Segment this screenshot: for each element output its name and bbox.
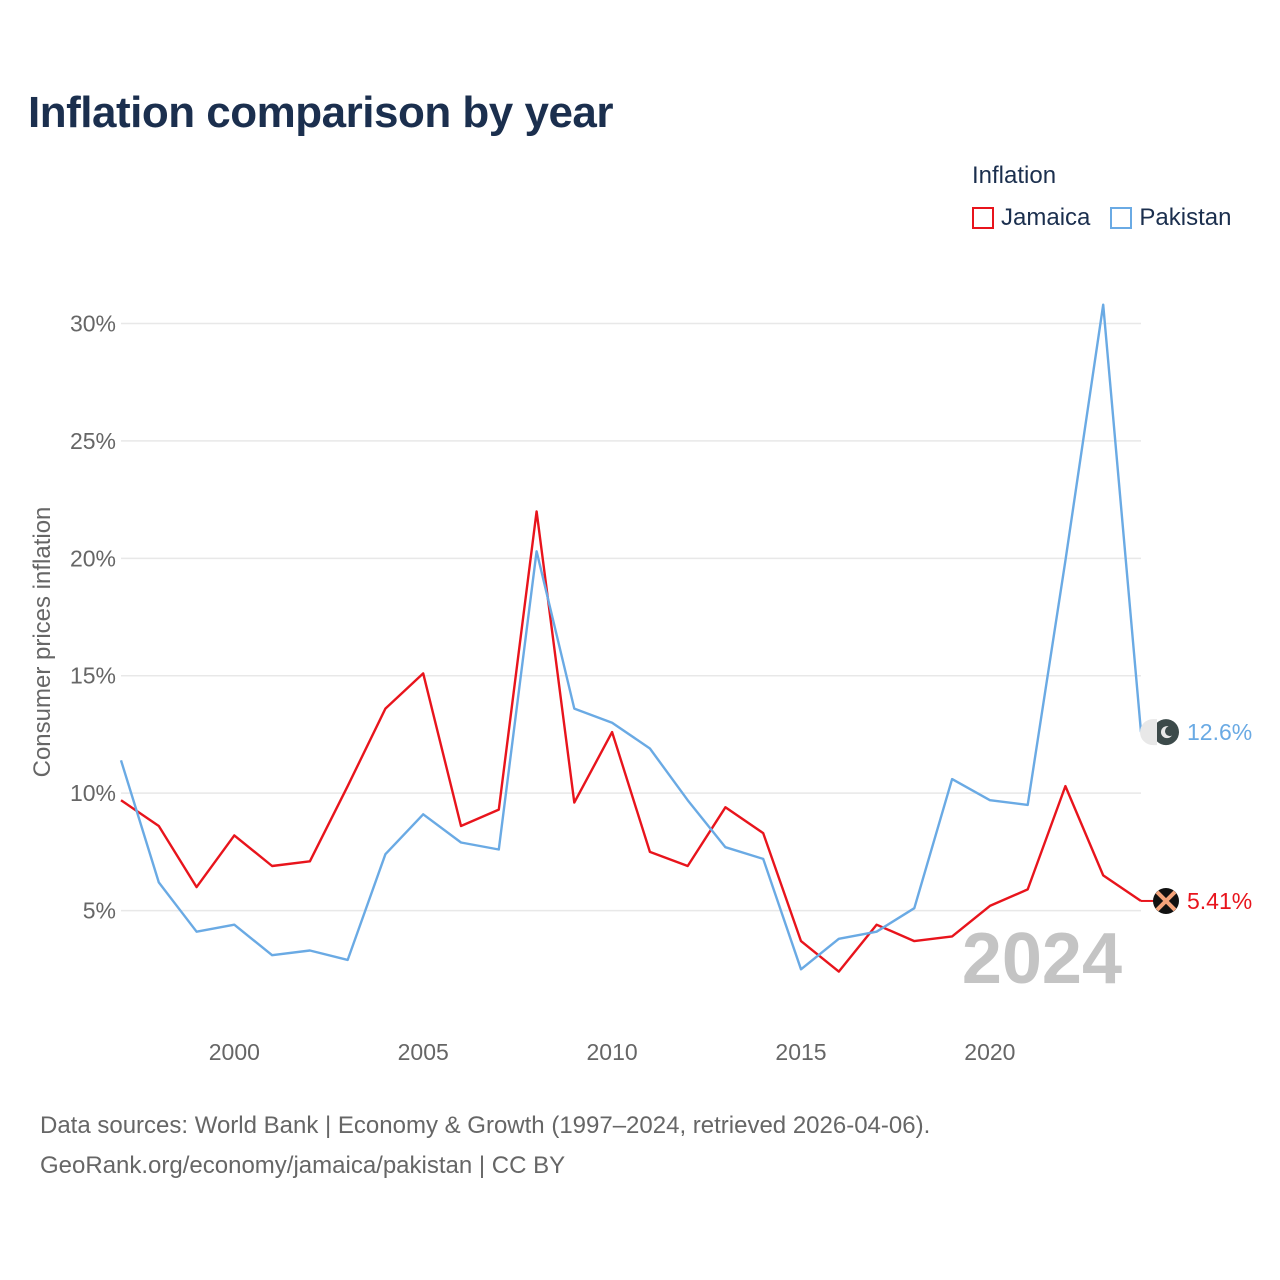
x-tick-label: 2000 bbox=[209, 1039, 260, 1065]
end-value-label-jamaica: 5.41% bbox=[1187, 888, 1252, 914]
x-tick-label: 2005 bbox=[398, 1039, 449, 1065]
y-tick-label: 20% bbox=[70, 545, 116, 571]
y-tick-label: 30% bbox=[70, 310, 116, 336]
sources-link[interactable]: GeoRank.org/economy/jamaica/pakistan | C… bbox=[40, 1152, 566, 1179]
y-axis-label: Consumer prices inflation bbox=[29, 507, 56, 778]
watermark-year: 2024 bbox=[962, 919, 1122, 999]
data-sources: Data sources: World Bank | Economy & Gro… bbox=[40, 1106, 930, 1186]
series-line-jamaica bbox=[120, 510, 1142, 973]
end-markers: 5.41% 12.6% bbox=[1140, 719, 1252, 914]
grid-lines bbox=[121, 322, 1141, 912]
series-lines bbox=[119, 303, 1143, 973]
legend-title: Inflation bbox=[972, 162, 1057, 189]
legend: Inflation Jamaica Pakistan bbox=[972, 162, 1231, 232]
y-tick-label: 5% bbox=[83, 898, 116, 924]
legend-item-pakistan[interactable]: Pakistan bbox=[1110, 204, 1231, 232]
y-tick-label: 25% bbox=[70, 428, 116, 454]
y-tick-label: 15% bbox=[70, 663, 116, 689]
end-value-label-pakistan: 12.6% bbox=[1187, 719, 1252, 745]
sources-line-1: Data sources: World Bank | Economy & Gro… bbox=[40, 1112, 931, 1139]
legend-item-jamaica[interactable]: Jamaica bbox=[972, 204, 1090, 232]
y-tick-label: 10% bbox=[70, 780, 116, 806]
jamaica-flag-icon bbox=[1153, 887, 1179, 914]
y-axis-ticks: 5% 10% 15% 20% 25% 30% bbox=[70, 310, 116, 923]
x-tick-label: 2010 bbox=[587, 1039, 638, 1065]
legend-swatch-pakistan bbox=[1110, 207, 1133, 229]
chart-title: Inflation comparison by year bbox=[28, 88, 614, 137]
flag-stripe bbox=[1140, 719, 1157, 746]
x-tick-label: 2020 bbox=[964, 1039, 1015, 1065]
flag-saltire bbox=[1155, 890, 1177, 912]
line-chart: 5% 10% 15% 20% 25% 30% 2000 2005 2010 2015 2020 2… bbox=[29, 303, 1252, 1065]
legend-swatch-jamaica bbox=[972, 207, 994, 229]
pakistan-flag-icon bbox=[1140, 719, 1179, 746]
flag-crescent-cut bbox=[1165, 726, 1175, 737]
series-line-pakistan bbox=[119, 303, 1143, 971]
legend-label-pakistan: Pakistan bbox=[1139, 204, 1232, 231]
x-tick-label: 2015 bbox=[775, 1039, 826, 1065]
x-axis-ticks: 2000 2005 2010 2015 2020 bbox=[209, 1039, 1016, 1065]
legend-label-jamaica: Jamaica bbox=[1001, 204, 1091, 231]
